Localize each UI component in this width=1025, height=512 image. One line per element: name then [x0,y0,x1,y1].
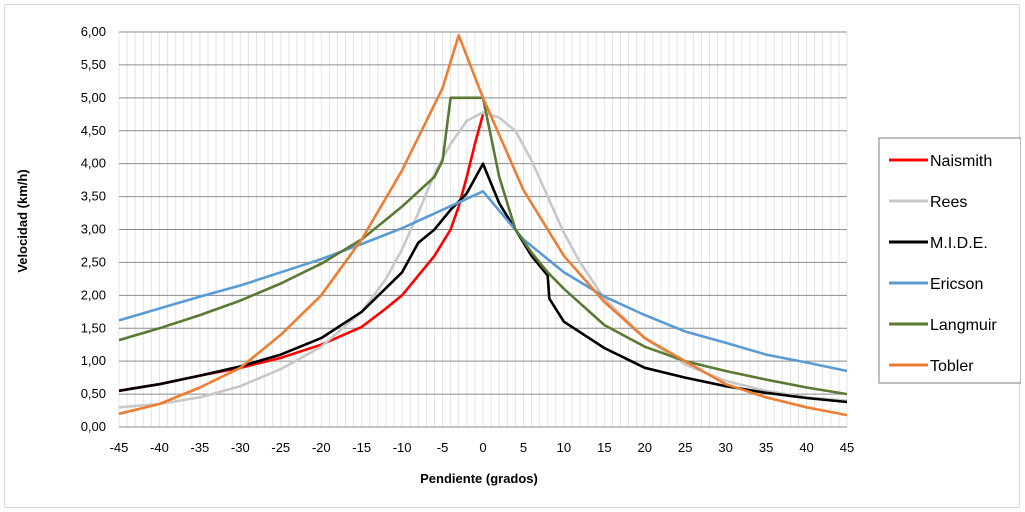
legend-label: Rees [930,194,967,211]
x-tick-label: 35 [759,440,773,455]
x-tick-label: 20 [638,440,652,455]
y-axis-tick-labels: 0,00 0,50 1,00 1,50 2,00 2,50 3,00 3,50 4,00 4,50… [81,24,106,434]
series-line-naismith [118,113,485,393]
x-axis-tick-labels: -45 -40 -35 -30 -25 -20 -15 -10 -5 0 5 10 15 20 25 30 35… [110,440,855,455]
y-tick-label: 0,00 [81,419,106,434]
legend-box [878,137,1021,384]
legend-label: Tobler [930,358,974,375]
legend-label: Naismith [930,153,992,170]
x-tick-label: 15 [597,440,611,455]
y-tick-label: 6,00 [81,24,106,39]
x-tick-label: 0 [479,440,486,455]
legend-label: Ericson [930,276,983,293]
x-tick-label: -35 [190,440,209,455]
series-lines [118,34,848,417]
y-tick-label: 4,00 [81,156,106,171]
x-axis-title: Pendiente (grados) [420,471,538,486]
y-tick-label: 1,00 [81,353,106,368]
x-tick-label: -25 [271,440,290,455]
y-tick-label: 5,50 [81,57,106,72]
x-tick-label: 10 [557,440,571,455]
x-tick-label: -20 [312,440,331,455]
x-tick-label: 30 [718,440,732,455]
x-tick-label: 45 [840,440,854,455]
x-tick-label: -30 [231,440,250,455]
x-tick-label: -15 [352,440,371,455]
y-tick-label: 3,50 [81,189,106,204]
series-line-ericson [118,190,848,373]
y-tick-label: 1,50 [81,320,106,335]
legend: Naismith Rees M.I.D.E. Ericson Langmuir Toble… [878,137,1021,384]
y-tick-label: 2,50 [81,254,106,269]
horizontal-gridlines [119,31,847,428]
legend-label: M.I.D.E. [930,235,988,252]
series-line-tobler [118,34,848,417]
y-tick-label: 3,00 [81,222,106,237]
series-line-langmuir [118,96,848,396]
y-axis-title: Velocidad (km/h) [15,169,30,272]
x-tick-label: -5 [437,440,449,455]
y-tick-label: 0,50 [81,386,106,401]
y-tick-label: 2,00 [81,287,106,302]
x-tick-label: 40 [799,440,813,455]
x-tick-label: -40 [150,440,169,455]
y-tick-label: 5,00 [81,90,106,105]
y-tick-label: 4,50 [81,123,106,138]
x-tick-label: 25 [678,440,692,455]
legend-label: Langmuir [930,317,997,334]
line-chart: 0,00 0,50 1,00 1,50 2,00 2,50 3,00 3,50 4,00 4,50… [15,24,1021,486]
x-tick-label: -10 [393,440,412,455]
chart-frame: 0,00 0,50 1,00 1,50 2,00 2,50 3,00 3,50 4,00 4,50… [4,4,1021,508]
series-line-m-i-d-e [118,162,848,404]
x-tick-label: 5 [520,440,527,455]
x-tick-label: -45 [110,440,129,455]
